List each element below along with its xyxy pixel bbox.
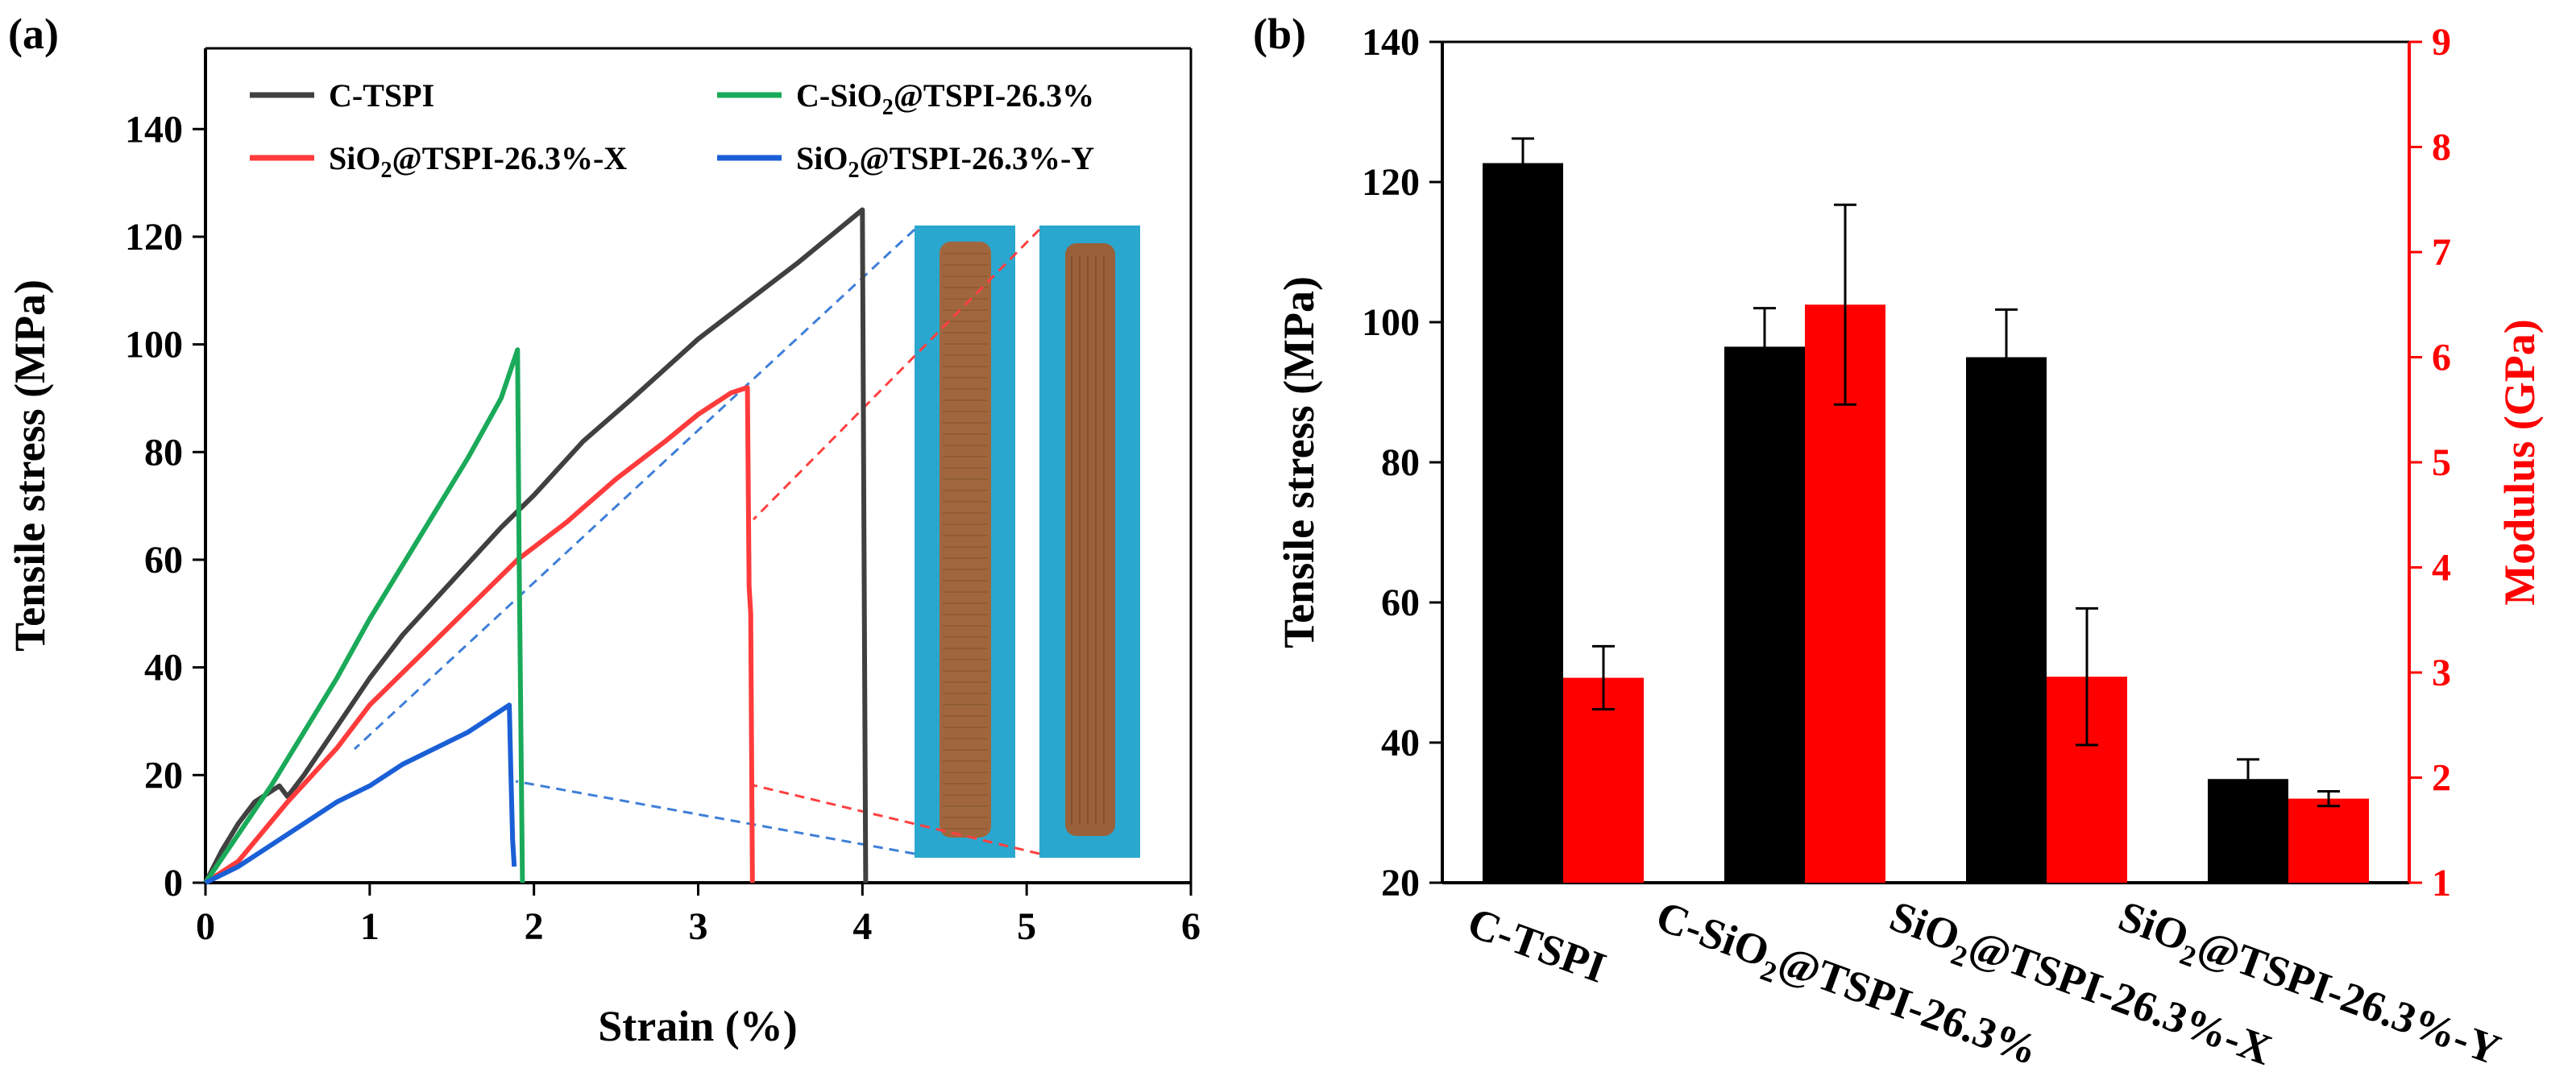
legend-label-c-sio2: C-SiO2@TSPI-26.3% bbox=[796, 77, 1094, 120]
left-tick-label: 120 bbox=[1362, 161, 1420, 204]
bar-modulus-3 bbox=[2288, 798, 2369, 883]
left-tick-label: 40 bbox=[1381, 722, 1420, 764]
bar-tensile-0 bbox=[1483, 163, 1563, 883]
panel-a-x-axis-title: Strain (%) bbox=[598, 1002, 797, 1050]
specimen-inset-photos bbox=[915, 226, 1140, 858]
x-tick-label: 0 bbox=[196, 905, 215, 948]
category-label-2: SiO2@TSPI-26.3%-X bbox=[1881, 892, 2278, 1072]
x-tick-label: 5 bbox=[1017, 905, 1036, 948]
panel-b-category-labels: C-TSPI C-SiO2@TSPI-26.3%SiO2@TSPI-26.3%-X… bbox=[1462, 892, 2507, 1072]
y-tick-label: 120 bbox=[125, 216, 183, 259]
panel-a-y-axis-title: Tensile stress (MPa) bbox=[6, 279, 54, 652]
panel-a-label: (a) bbox=[8, 10, 59, 58]
series-line-1 bbox=[204, 385, 755, 885]
x-tick-label: 6 bbox=[1181, 905, 1201, 948]
left-tick-label: 60 bbox=[1381, 582, 1420, 624]
category-label-0: C-TSPI bbox=[1462, 898, 1612, 992]
x-tick-label: 4 bbox=[852, 905, 872, 948]
panel-a-series bbox=[203, 207, 869, 885]
panel-b-bars bbox=[1483, 137, 2369, 883]
panel-b-right-ticks: 1 2 3 4 5 6 7 8 9 bbox=[2409, 21, 2451, 904]
panel-b-y-axis-title: Tensile stress (MPa) bbox=[1275, 276, 1323, 648]
right-tick-label: 7 bbox=[2432, 231, 2451, 274]
panel-a-x-ticks: 0 1 2 3 4 5 6 bbox=[196, 883, 1201, 948]
legend-label-sio2-y: SiO2@TSPI-26.3%-Y bbox=[796, 140, 1094, 183]
x-tick-label: 3 bbox=[689, 905, 708, 948]
left-tick-label: 20 bbox=[1381, 862, 1420, 904]
right-tick-label: 3 bbox=[2432, 652, 2451, 694]
connector-blue-bottom bbox=[515, 780, 915, 855]
y-tick-label: 100 bbox=[125, 324, 183, 366]
panel-b-y2-axis-title: Modulus (GPa) bbox=[2495, 319, 2544, 606]
y-tick-label: 140 bbox=[125, 108, 183, 151]
connector-blue-top bbox=[353, 228, 916, 751]
specimen-x bbox=[940, 242, 991, 838]
legend-label-c-tspi: C-TSPI bbox=[329, 77, 434, 114]
y-tick-label: 60 bbox=[144, 539, 183, 582]
series-line-3 bbox=[204, 702, 517, 885]
panel-a-y-ticks: 0 20 40 60 80 100 120 140 bbox=[125, 108, 205, 904]
y-tick-label: 80 bbox=[144, 431, 183, 474]
panel-a-line-chart: (a) 0 1 2 3 4 5 6 0 20 40 60 80 100 120 140 Strain (%… bbox=[6, 10, 1201, 1050]
specimen-y bbox=[1065, 243, 1115, 836]
right-tick-label: 5 bbox=[2432, 441, 2451, 484]
panel-b-left-ticks: 20 40 60 80 100 120 140 bbox=[1362, 21, 1442, 904]
panel-a-legend: C-TSPI C-SiO2@TSPI-26.3% SiO2@TSPI-26.3%… bbox=[250, 77, 1094, 183]
panel-b-label: (b) bbox=[1253, 10, 1306, 58]
y-tick-label: 20 bbox=[144, 754, 183, 797]
left-tick-label: 100 bbox=[1362, 301, 1420, 344]
y-tick-label: 0 bbox=[164, 862, 183, 904]
bar-modulus-0 bbox=[1563, 677, 1644, 883]
bar-tensile-2 bbox=[1966, 357, 2047, 883]
left-tick-label: 140 bbox=[1362, 21, 1420, 64]
connector-red-bottom bbox=[753, 784, 1040, 855]
bar-tensile-1 bbox=[1724, 346, 1805, 883]
right-tick-label: 4 bbox=[2432, 547, 2451, 590]
y-tick-label: 40 bbox=[144, 647, 183, 689]
x-tick-label: 1 bbox=[360, 905, 380, 948]
right-tick-label: 6 bbox=[2432, 337, 2451, 379]
left-tick-label: 80 bbox=[1381, 441, 1420, 484]
right-tick-label: 8 bbox=[2432, 126, 2451, 169]
right-tick-label: 9 bbox=[2432, 21, 2451, 64]
category-label-3: SiO2@TSPI-26.3%-Y bbox=[2109, 892, 2507, 1072]
x-tick-label: 2 bbox=[525, 905, 544, 948]
legend-label-sio2-x: SiO2@TSPI-26.3%-X bbox=[329, 140, 627, 183]
connector-red-top bbox=[752, 228, 1041, 521]
category-label-1: C-SiO2@TSPI-26.3% bbox=[1647, 892, 2044, 1072]
right-tick-label: 2 bbox=[2432, 757, 2451, 800]
right-tick-label: 1 bbox=[2432, 862, 2451, 904]
series-line-2 bbox=[203, 347, 525, 884]
